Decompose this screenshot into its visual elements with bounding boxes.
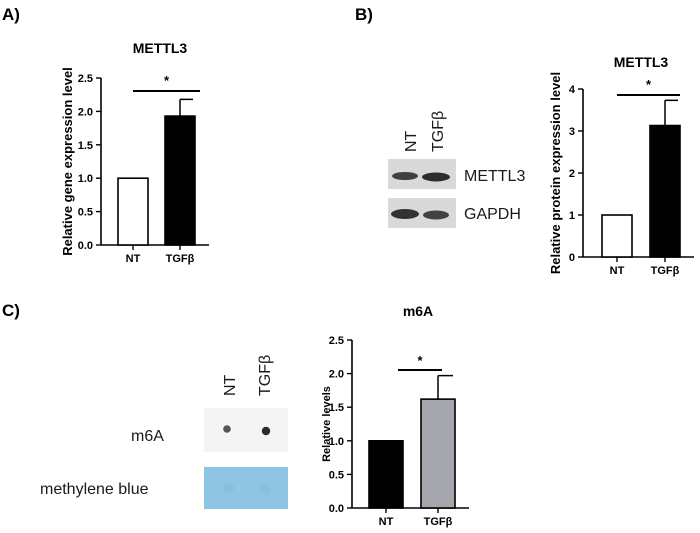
chart-c-category-label: NT (379, 516, 394, 528)
chart-a-bar-1 (164, 115, 196, 246)
chart-c-significance-star: * (417, 353, 423, 368)
blot-row-label-gapdh: GAPDH (464, 206, 521, 223)
chart-c-ytick-label: 1.5 (329, 402, 344, 414)
chart-b-title: METTL3 (614, 54, 669, 70)
dot-lane-tgfb: TGFβ (257, 355, 274, 396)
chart-b-significance-star: * (646, 77, 652, 92)
chart-c-ylabel: Relative levels (321, 386, 333, 462)
chart-a-ytick-label: 2.0 (78, 106, 93, 118)
chart-a-bar-0 (117, 177, 149, 246)
dot-m6a-tgfb (261, 426, 271, 436)
blot-band-gapdh-tgfb (423, 210, 449, 220)
dot-lane-nt: NT (222, 374, 239, 396)
chart-c-ytick-label: 2.0 (329, 369, 344, 381)
chart-c-ytick-label: 2.5 (329, 335, 344, 347)
chart-c-ytick-label: 0.0 (329, 503, 344, 515)
dot-m6a-nt (223, 425, 231, 433)
chart-a-ylabel: Relative gene expression level (60, 67, 75, 256)
chart-c-bar-1 (420, 398, 456, 509)
chart-c-category-label: TGFβ (424, 516, 453, 528)
methylene-blue-spot-nt (224, 483, 234, 493)
chart-c-bar-0 (368, 439, 404, 509)
chart-a-category-label: TGFβ (166, 253, 195, 265)
blot-band-mettl3-tgfb (422, 172, 450, 182)
blot-lane-tgfb: TGFβ (430, 111, 447, 152)
blot-band-mettl3-nt (392, 172, 418, 180)
methylene-blue-spot-tgfb (260, 484, 270, 494)
dot-blot-c: NT TGFβ m6A methylene blue (40, 355, 288, 509)
dot-blot-membrane (204, 408, 288, 452)
chart-c-ytick-label: 0.5 (329, 469, 344, 481)
chart-c-ytick-label: 1.0 (329, 436, 344, 448)
panel-label-a: A) (2, 5, 20, 24)
chart-b-bar-1 (649, 124, 681, 258)
chart-a-ytick-label: 1.5 (78, 140, 93, 152)
chart-a-significance-star: * (164, 73, 170, 88)
dot-row-label-m6a: m6A (131, 428, 164, 445)
western-blot-b: NT TGFβ METTL3 GAPDH (388, 111, 525, 228)
chart-a-ytick-label: 1.0 (78, 173, 93, 185)
panel-label-c: C) (2, 301, 20, 320)
chart-a-ytick-label: 2.5 (78, 73, 93, 85)
blot-row-label-mettl3: METTL3 (464, 168, 525, 185)
chart-c-m6a-levels: m6A Relative levels 0.0 0.5 1.0 1.5 2.0 2.5 NT TG… (321, 303, 469, 528)
chart-a-title: METTL3 (133, 40, 188, 56)
chart-b-ytick-label: 1 (569, 210, 575, 222)
chart-a-ytick-label: 0.5 (78, 207, 93, 219)
dot-row-label-methylene-blue: methylene blue (40, 481, 149, 498)
chart-b-ylabel: Relative protein expression level (548, 72, 563, 274)
blot-lane-nt: NT (403, 130, 420, 152)
chart-b-category-label: TGFβ (651, 265, 680, 277)
blot-band-gapdh-nt (391, 209, 419, 219)
chart-b-ytick-label: 3 (569, 126, 575, 138)
chart-b-ytick-label: 0 (569, 252, 575, 264)
chart-a-category-label: NT (126, 253, 141, 265)
methylene-blue-strip (204, 467, 288, 509)
chart-a-ytick-label: 0.0 (78, 240, 93, 252)
chart-b-bar-0 (601, 214, 633, 258)
chart-b-category-label: NT (610, 265, 625, 277)
panel-label-b: B) (355, 5, 373, 24)
chart-b-ytick-label: 2 (569, 168, 575, 180)
chart-a-gene-expression: METTL3 Relative gene expression level 0.0 0… (60, 40, 209, 265)
chart-b-protein-expression: METTL3 Relative protein expression level 0… (548, 54, 694, 277)
chart-b-ytick-label: 4 (569, 84, 576, 96)
chart-c-title: m6A (403, 303, 433, 319)
